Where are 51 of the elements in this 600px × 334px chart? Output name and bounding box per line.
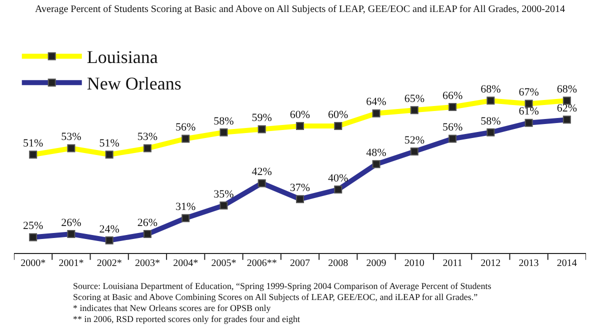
text: * indicates that New Orleans scores are for OPSB only (73, 303, 272, 313)
data-label: 61% (518, 106, 539, 118)
x-tick-label: 2002* (96, 258, 122, 270)
legend-label: New Orleans (86, 74, 182, 94)
text: ** in 2006, RSD reported scores only for grades four and eight (73, 314, 300, 324)
x-tick-label: 2003* (134, 258, 160, 270)
data-label: 64% (366, 96, 386, 108)
data-label: 25% (22, 220, 44, 232)
source-note: Source: Louisiana Department of Education, “Spring 1999-Spring 2004 Comparison of Average Percent of Students Scoring at Basic and Above Combining Scores on All Subjects of LEAP, GEE/EOC, and iLEAP for all Grades.” (73, 281, 492, 302)
data-label: 68% (556, 83, 578, 96)
x-tick-label: 2004* (173, 258, 198, 270)
x-tick-label: 2010 (404, 258, 424, 270)
data-label: 48% (366, 147, 386, 160)
x-tick-label: 2001* (58, 258, 84, 270)
data-label: 67% (518, 86, 539, 99)
data-label: 51% (22, 137, 44, 150)
legend-label: Louisiana (86, 47, 158, 68)
data-label: 56% (176, 122, 196, 134)
data-label: 60% (290, 108, 310, 121)
data-label: 62% (556, 102, 578, 115)
x-tick-label: 2008 (328, 258, 348, 270)
data-label: 58% (214, 115, 234, 128)
data-label: 26% (137, 216, 158, 229)
chart-title: Average Percent of Students Scoring at Basic and Above on All Subjects of LEAP, GEE/EOC and iLEAP for All Grades, 2000-2014 (35, 4, 565, 16)
x-tick-label: 2007 (290, 258, 310, 270)
data-label: 68% (480, 83, 501, 96)
data-label: 52% (404, 134, 424, 146)
x-tick-label: 2012 (480, 258, 501, 270)
x-tick-label: 2005* (211, 258, 236, 270)
x-tick-label: 2006** (246, 258, 277, 270)
data-label: 37% (290, 182, 310, 194)
x-tick-label: 2013 (518, 258, 539, 270)
data-label: 35% (214, 188, 234, 200)
x-tick-label: 2014 (556, 258, 577, 270)
data-label: 31% (176, 201, 196, 214)
data-label: 51% (99, 137, 120, 150)
data-label: 40% (328, 172, 348, 184)
data-label: 66% (442, 90, 463, 102)
data-label: 42% (252, 166, 272, 178)
data-label: 53% (61, 131, 82, 144)
data-label: 58% (480, 115, 501, 128)
data-label: 24% (99, 223, 120, 236)
data-label: 56% (442, 122, 463, 134)
data-label: 65% (404, 93, 424, 106)
x-tick-label: 2000* (20, 258, 46, 270)
data-label: 60% (328, 108, 348, 121)
x-tick-label: 2009 (366, 258, 386, 270)
data-label: 53% (137, 131, 158, 144)
x-tick-label: 2011 (442, 258, 462, 270)
data-label: 26% (61, 216, 82, 229)
data-label: 59% (252, 112, 272, 124)
